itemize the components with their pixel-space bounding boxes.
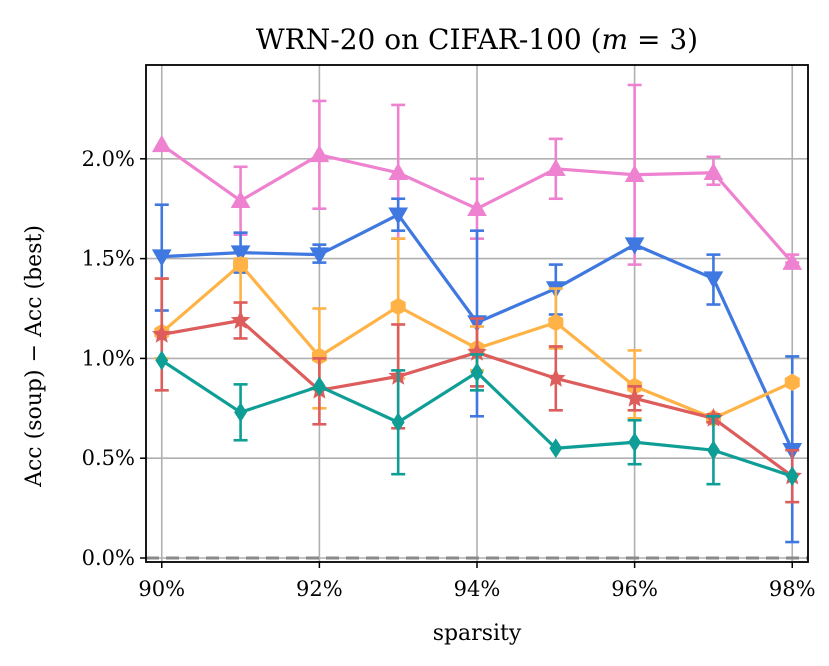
data-point-pink [309,144,330,163]
y-tick-label: 1.5% [82,247,135,271]
series-pink [151,83,803,270]
data-point-teal [312,376,326,397]
data-point-pink [151,134,172,153]
chart-title-suffix: = 3) [628,23,698,56]
data-point-teal [628,432,642,453]
data-point-pink [703,162,724,181]
data-point-orange [390,297,406,316]
x-tick-label: 92% [296,577,343,601]
data-point-blue [230,245,251,263]
data-point-blue [388,207,409,225]
y-tick-label: 0.5% [82,446,135,470]
x-tick-label: 96% [611,577,658,601]
chart-title-variable: m [602,23,629,56]
data-point-teal [549,438,563,459]
y-tick-label: 2.0% [82,147,135,171]
y-axis-label: Acc (soup) − Acc (best) [22,225,47,488]
data-point-orange [784,373,800,392]
series-teal [155,350,799,487]
data-point-teal [234,402,248,423]
data-point-blue [151,249,172,267]
data-point-teal [470,362,484,383]
data-point-orange [233,255,249,274]
data-point-pink [624,164,645,183]
x-axis-label: sparsity [433,621,522,646]
y-tick-label: 0.0% [82,546,135,570]
data-point-orange [548,313,564,332]
x-tick-label: 98% [769,577,816,601]
data-point-pink [467,198,487,216]
chart-title: WRN-20 on CIFAR-100 (m = 3) [256,23,698,56]
data-point-blue [624,237,645,255]
series-layer [151,83,803,544]
data-point-teal [706,440,720,461]
data-point-red [151,324,172,343]
x-tick-label: 90% [138,577,185,601]
data-point-pink [230,190,251,208]
data-point-red [230,310,251,329]
data-point-blue [309,247,330,265]
data-point-teal [155,350,169,371]
y-tick-label: 1.0% [82,346,135,370]
data-point-teal [391,412,405,433]
data-point-red [624,388,645,407]
data-point-pink [545,158,566,177]
chart-title-prefix: WRN-20 on CIFAR-100 ( [256,23,602,56]
x-tick-label: 94% [454,577,501,601]
data-point-teal [785,466,799,487]
data-point-pink [782,252,803,270]
axis-ticks: 90% 92% 94% 96% 98% 0.0% 0.5% 1.0% 1.5% 2.0% [82,147,816,601]
data-point-red [546,368,566,387]
data-point-pink [388,162,409,181]
data-point-blue [703,271,724,289]
